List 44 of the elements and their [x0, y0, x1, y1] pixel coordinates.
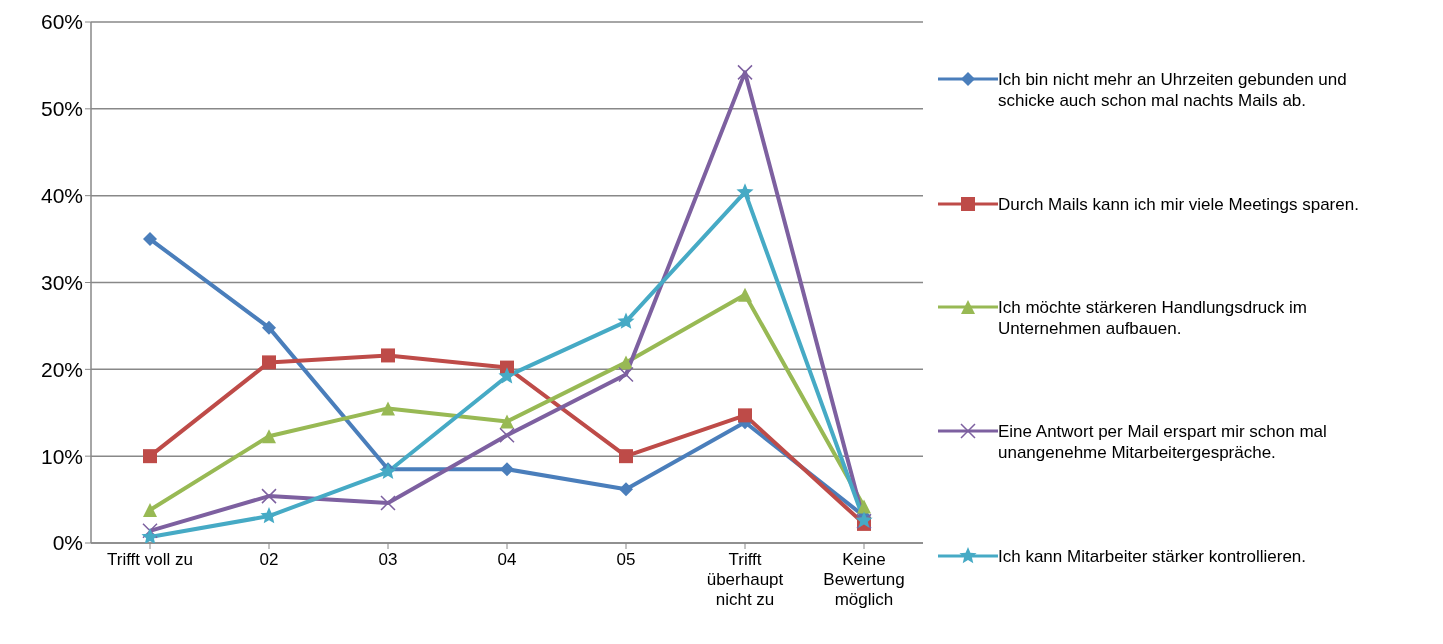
point: [262, 429, 276, 444]
point: [619, 355, 633, 370]
point: [619, 482, 633, 497]
point: [617, 312, 635, 329]
point: [143, 449, 157, 464]
y-tick-label: 40%: [40, 184, 83, 208]
point: [498, 367, 516, 384]
point: [380, 495, 396, 511]
y-tick-label: 20%: [40, 357, 83, 381]
point: [500, 462, 514, 477]
x-tick-label: Trifft voll zu: [107, 550, 193, 569]
point: [857, 499, 871, 514]
point: [262, 355, 276, 370]
legend-label: Durch Mails kann ich mir viele Meetings sparen.: [998, 193, 1360, 215]
y-tick-label: 60%: [40, 10, 83, 34]
point: [738, 287, 752, 302]
point: [499, 427, 515, 444]
point: [500, 414, 514, 429]
point: [262, 320, 276, 335]
legend-label: Ich bin nicht mehr an Uhrzeiten gebunden und schicke auch schon mal nachts Mails ab.: [998, 69, 1348, 112]
point: [618, 366, 634, 383]
point: [261, 488, 277, 504]
y-tick-label: 30%: [40, 270, 83, 294]
legend-label: Eine Antwort per Mail erspart mir schon mal unangenehme Mitarbeitergespräche.: [998, 421, 1328, 464]
point: [143, 232, 157, 247]
legend-label: Ich kann Mitarbeiter stärker kontrollieren.: [998, 545, 1308, 567]
point: [736, 183, 754, 200]
point: [619, 449, 633, 464]
x-tick-label: 02: [259, 550, 279, 569]
point: [381, 401, 395, 416]
x-tick-label: Keine Bewertung möglich: [823, 550, 905, 609]
x-tick-label: 04: [497, 550, 517, 569]
y-tick-label: 50%: [40, 97, 83, 121]
point: [143, 503, 157, 517]
point: [381, 348, 395, 363]
point: [738, 408, 752, 423]
y-tick-label: 10%: [40, 444, 83, 468]
legend-label: Ich möchte stärkeren Handlungsdruck im Unternehmen aufbauen.: [998, 296, 1308, 339]
point: [142, 523, 158, 539]
x-tick-label: 05: [616, 550, 636, 569]
point: [737, 64, 753, 81]
x-tick-label: Trifft überhaupt nicht zu: [706, 550, 784, 609]
x-tick-label: 03: [378, 550, 398, 569]
y-tick-label: 0%: [52, 531, 83, 555]
